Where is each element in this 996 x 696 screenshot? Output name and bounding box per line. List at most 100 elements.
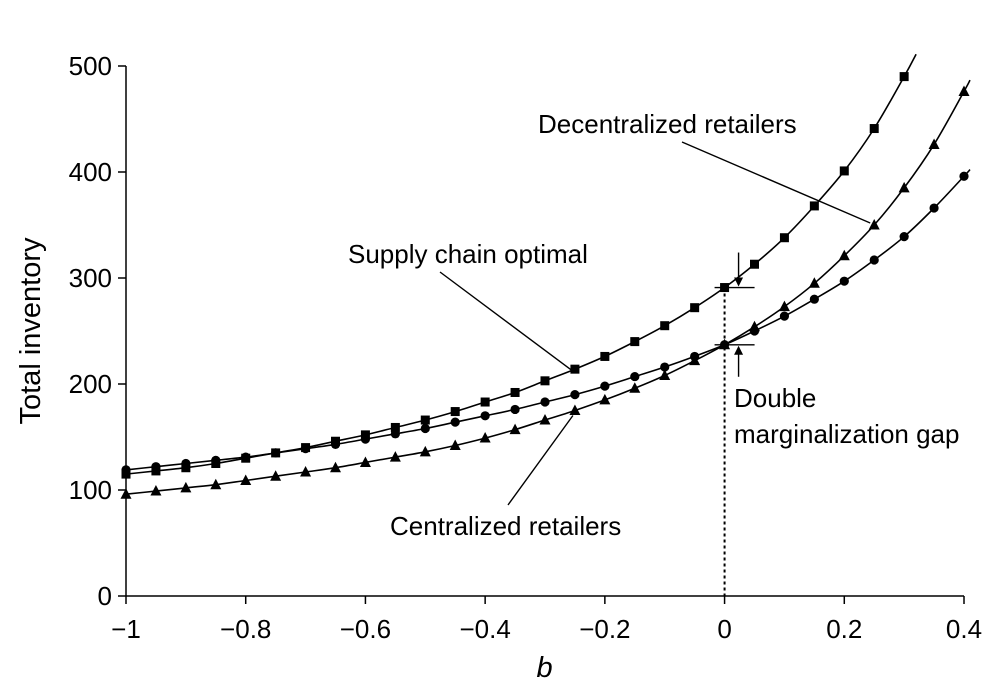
point-circle [241,452,251,462]
point-circle [749,326,760,336]
point-circle [121,465,131,475]
point-circle [211,455,221,465]
x-tick-label: −0.8 [220,614,271,644]
point-square [570,364,580,374]
point-circle [181,458,191,469]
point-square [660,321,670,331]
point-circle [271,448,281,458]
point-square [450,407,460,417]
point-triangle [449,439,461,450]
y-tick-label: 400 [69,157,112,187]
point-triangle [479,432,491,443]
leader-line-centralized [507,415,574,506]
point-circle [570,390,580,400]
point-circle [480,411,490,421]
x-tick-label: −0.2 [579,614,630,644]
point-triangle [778,300,790,312]
point-triangle [180,481,192,493]
point-triangle [509,423,521,435]
point-triangle [120,488,132,499]
point-circle [330,439,341,450]
point-triangle [210,478,222,490]
point-circle [869,255,879,265]
x-tick-label: −1 [111,614,141,644]
annotation-supply-chain-optimal: Supply chain optimal [348,239,588,269]
point-triangle [599,393,611,405]
x-tick-label: 0 [717,614,731,644]
point-triangle [629,382,641,393]
y-tick-label: 200 [69,369,112,399]
point-square [779,233,789,243]
point-circle [420,423,430,434]
point-triangle [898,181,910,193]
point-square [480,397,490,407]
point-circle [151,462,161,472]
point-square [809,201,819,211]
point-triangle [659,369,671,381]
point-circle [630,371,640,382]
y-tick-label: 0 [98,581,112,611]
y-tick-label: 100 [69,475,112,505]
point-circle [660,362,670,372]
point-circle [929,203,939,213]
annotations: Decentralized retailers Supply chain opt… [348,109,959,596]
point-triangle [569,404,581,415]
annotation-double-marginalization-line2: marginalization gap [734,419,959,449]
point-circle [540,397,550,407]
gap-arrow-down-head [734,277,744,287]
y-tick-label: 500 [69,51,112,81]
point-triangle [150,485,162,496]
point-circle [360,434,371,444]
point-circle [450,417,460,427]
point-square [390,422,400,432]
point-triangle [270,470,282,481]
point-circle [899,232,909,242]
point-triangle [240,474,252,485]
point-square [420,415,430,425]
point-triangle [868,219,880,230]
point-square [899,72,909,82]
annotation-decentralized-retailers: Decentralized retailers [538,109,797,139]
point-square [510,387,520,397]
series-markers [120,72,970,499]
point-square [540,376,550,386]
point-square [630,337,640,347]
point-circle [300,444,311,454]
point-triangle [330,461,341,473]
point-square [839,166,849,176]
point-square [750,259,759,269]
point-circle [809,294,819,304]
point-triangle [359,456,371,467]
point-circle [690,351,700,362]
point-triangle [928,138,940,149]
point-circle [839,276,849,286]
point-circle [390,429,400,439]
y-tick-label: 300 [69,263,112,293]
point-triangle [419,445,431,457]
point-triangle [838,249,850,261]
gap-arrow-up-head [734,345,744,355]
y-axis-label: Total inventory [15,237,47,424]
x-tick-label: −0.6 [340,614,391,644]
point-circle [779,311,790,321]
leader-line-optimal [439,271,574,372]
point-square [600,351,610,361]
point-circle [600,381,610,391]
point-triangle [539,414,551,425]
point-triangle [300,465,312,477]
point-triangle [808,277,820,288]
x-axis-label: b [537,652,553,684]
point-circle [510,404,520,415]
annotation-centralized-retailers: Centralized retailers [390,511,621,541]
x-tick-label: −0.4 [459,614,510,644]
x-tick-label: 0.2 [826,614,862,644]
axes: 0 100 200 300 400 500 −1 −0.8 −0.6 −0.4 −0.2 0 0.2 0.… [69,51,982,644]
annotation-double-marginalization-line1: Double [734,383,816,413]
point-square [869,124,879,134]
point-square [690,303,700,313]
point-triangle [389,451,401,462]
point-circle [959,171,969,181]
point-triangle [958,85,970,96]
x-tick-label: 0.4 [946,614,982,644]
